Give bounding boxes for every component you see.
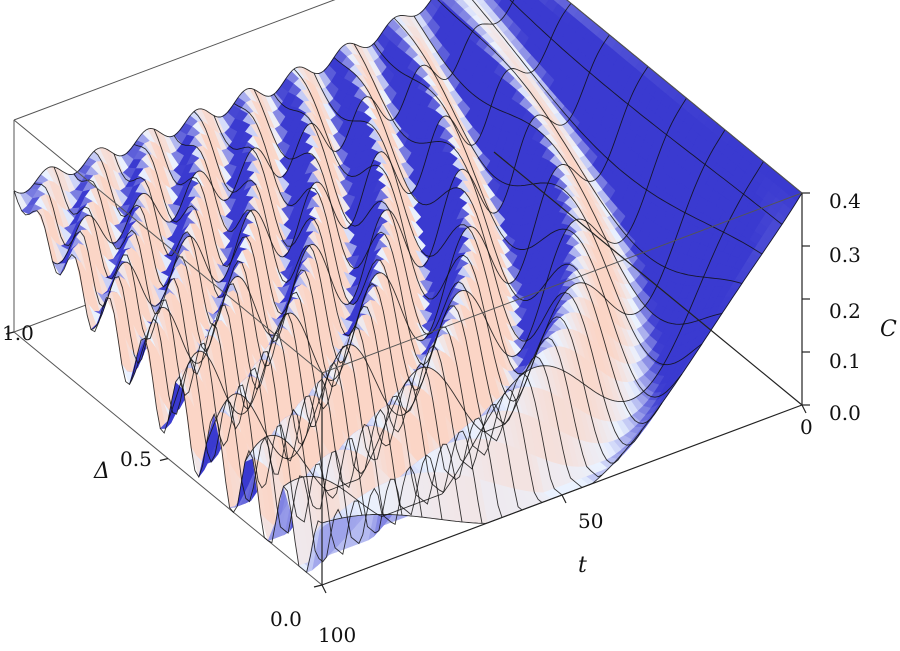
surface-patch [492,0,502,6]
mesh-line [283,161,764,517]
box-edge [493,151,803,406]
mesh-line [13,0,432,194]
z-axis-label: C [880,317,897,342]
tick-mark [5,331,15,335]
y-axis-label: Δ [93,459,110,484]
surface-mesh [13,0,803,574]
y-tick-1.0: 1.0 [2,321,34,345]
x-tick-0: 0 [800,415,813,439]
mesh-line [206,97,687,460]
surface-patch [552,0,562,5]
tick-mark [313,584,323,588]
box-edge [566,0,803,194]
mesh-line [52,0,515,265]
tick-mark [159,457,169,462]
box-edge [13,0,336,121]
mesh-line [167,66,649,422]
z-tick-0.4: 0.4 [829,189,861,213]
surface [13,0,803,573]
ticks [5,192,810,594]
surface-patch [453,0,460,3]
y-tick-0.0: 0.0 [270,607,302,631]
mesh-line [244,129,726,491]
x-tick-50: 50 [578,509,603,533]
tick-mark [801,404,807,414]
mesh-line [90,3,572,331]
x-tick-100: 100 [318,623,356,647]
tick-mark [321,584,327,594]
surface-patch [482,0,488,3]
z-tick-0.1: 0.1 [829,349,861,373]
box-edge [13,119,323,374]
tick-mark [561,494,567,504]
y-tick-0.5: 0.5 [120,447,152,471]
mesh-line [129,34,610,385]
z-tick-0.0: 0.0 [829,401,861,425]
x-axis-label: t [578,553,587,578]
z-tick-0.2: 0.2 [829,299,861,323]
z-tick-0.3: 0.3 [829,243,861,267]
box-edge [321,192,803,374]
